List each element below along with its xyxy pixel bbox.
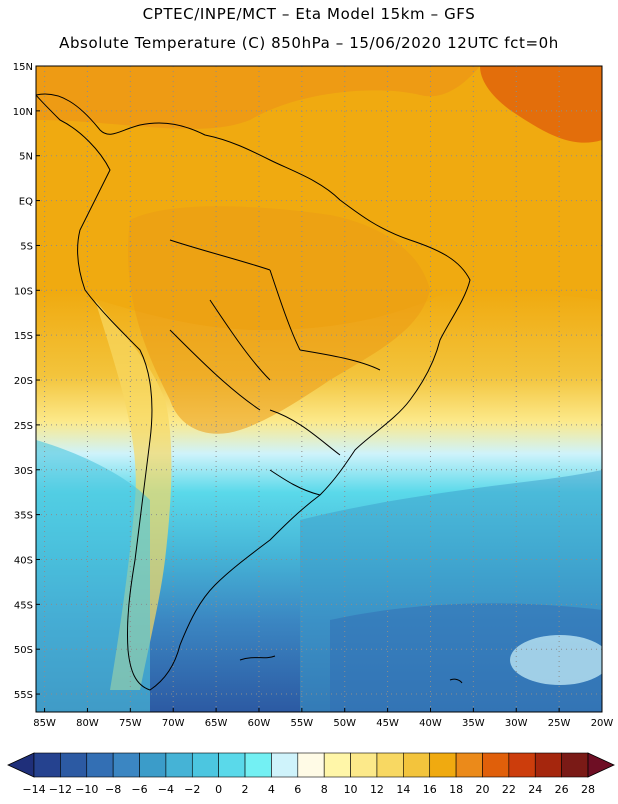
colorbar-label: 26 xyxy=(555,783,569,796)
colorbar-swatch xyxy=(86,752,114,778)
lat-tick-label: EQ xyxy=(19,197,33,208)
lat-tick-label: 20S xyxy=(14,376,33,387)
colorbar-label: −10 xyxy=(75,783,98,796)
colorbar-swatch xyxy=(165,752,193,778)
colorbar-swatch xyxy=(482,752,510,778)
colorbar xyxy=(7,752,615,778)
lat-tick-label: 10N xyxy=(13,107,33,118)
colorbar-high-arrow xyxy=(587,752,615,778)
colorbar-label: −2 xyxy=(184,783,200,796)
colorbar-swatch xyxy=(455,752,483,778)
colorbar-label: 2 xyxy=(242,783,249,796)
field-22c-zone xyxy=(480,66,602,143)
lon-tick-label: 60W xyxy=(248,718,271,729)
lon-tick-label: 25W xyxy=(548,718,571,729)
colorbar-swatch xyxy=(191,752,219,778)
lat-tick-label: 25S xyxy=(14,421,33,432)
colorbar-labels: −14 −12 −10 −8 −6 −4 −2 0 2 4 6 8 10 12 14 16 18 20 22 24 26… xyxy=(22,783,595,796)
colorbar-swatch xyxy=(508,752,536,778)
lat-tick-label: 5S xyxy=(20,241,33,252)
colorbar-label: 12 xyxy=(370,783,384,796)
map-frame xyxy=(35,65,603,713)
lat-tick-label: 35S xyxy=(14,511,33,522)
field-deep-cool xyxy=(330,603,602,712)
colorbar-swatch xyxy=(561,752,589,778)
colorbar-swatch xyxy=(244,752,272,778)
lat-tick-label: 15S xyxy=(14,331,33,342)
colorbar-label: 28 xyxy=(581,783,595,796)
colorbar-swatch xyxy=(297,752,325,778)
colorbar-label: 16 xyxy=(423,783,437,796)
lat-tick-label: 10S xyxy=(14,286,33,297)
lon-tick-label: 55W xyxy=(291,718,314,729)
lat-tick-label: 55S xyxy=(14,690,33,701)
malvinas-islands xyxy=(239,655,276,661)
coastlines xyxy=(36,93,471,691)
field-pacific-cool xyxy=(36,440,150,712)
south-georgia xyxy=(449,678,463,684)
lon-tick-label: 50W xyxy=(333,718,356,729)
colorbar-label: −8 xyxy=(105,783,121,796)
lon-tick-label: 65W xyxy=(205,718,228,729)
lon-tick-label: 20W xyxy=(591,718,614,729)
lat-tick-labels: 15N 10N 5N EQ 5S 10S 15S 20S 25S 30S 35S 40S 45S 50S 5… xyxy=(13,62,40,701)
colorbar-label: −6 xyxy=(131,783,147,796)
colorbar-label: 18 xyxy=(449,783,463,796)
colorbar-label: −12 xyxy=(49,783,72,796)
colorbar-label: 14 xyxy=(396,783,410,796)
lon-tick-label: 75W xyxy=(119,718,142,729)
colorbar-label: 20 xyxy=(475,783,489,796)
field-interior-warm xyxy=(128,206,430,434)
lon-tick-label: 80W xyxy=(76,718,99,729)
lon-tick-label: 30W xyxy=(505,718,528,729)
colorbar-swatch xyxy=(112,752,140,778)
lon-tick-label: 45W xyxy=(376,718,399,729)
colorbar-swatch xyxy=(139,752,167,778)
temperature-field xyxy=(36,66,602,712)
colorbar-label: 10 xyxy=(344,783,358,796)
colorbar-label: 8 xyxy=(321,783,328,796)
colorbar-swatch xyxy=(429,752,457,778)
lat-tick-label: 50S xyxy=(14,645,33,656)
lon-tick-label: 85W xyxy=(33,718,56,729)
river-plate-border xyxy=(269,469,321,496)
field-andes-cool xyxy=(95,300,172,690)
lat-tick-label: 5N xyxy=(19,152,33,163)
colorbar-swatch xyxy=(33,752,61,778)
colorbar-label: 0 xyxy=(215,783,222,796)
chart-subtitle: Absolute Temperature (C) 850hPa – 15/06/… xyxy=(59,34,559,52)
colorbar-swatch xyxy=(376,752,404,778)
field-cold-front xyxy=(510,635,602,685)
colorbar-label: 4 xyxy=(268,783,275,796)
continent-outline xyxy=(36,93,471,691)
lon-tick-labels: 85W 80W 75W 70W 65W 60W 55W 50W 45W 40W 35W 30W 25W 2… xyxy=(33,708,613,729)
colorbar-low-arrow xyxy=(7,752,35,778)
lon-tick-label: 70W xyxy=(162,718,185,729)
colorbar-label: 24 xyxy=(528,783,542,796)
field-21c-zone xyxy=(36,66,480,129)
colorbar-label: −4 xyxy=(158,783,174,796)
colorbar-swatch xyxy=(271,752,299,778)
lat-tick-label: 40S xyxy=(14,555,33,566)
chart-title: CPTEC/INPE/MCT – Eta Model 15km – GFS xyxy=(142,5,476,23)
country-borders xyxy=(169,239,381,456)
colorbar-swatch xyxy=(534,752,562,778)
lat-tick-label: 45S xyxy=(14,600,33,611)
colorbar-swatch xyxy=(350,752,378,778)
lat-tick-label: 15N xyxy=(13,62,33,73)
colorbar-label: −14 xyxy=(22,783,45,796)
colorbar-swatch xyxy=(403,752,431,778)
lat-tick-label: 30S xyxy=(14,466,33,477)
colorbar-swatch xyxy=(218,752,246,778)
colorbar-label: 22 xyxy=(502,783,516,796)
colorbar-swatch xyxy=(60,752,88,778)
lon-tick-label: 35W xyxy=(462,718,485,729)
colorbar-swatch xyxy=(323,752,351,778)
lon-tick-label: 40W xyxy=(419,718,442,729)
colorbar-label: 6 xyxy=(294,783,301,796)
